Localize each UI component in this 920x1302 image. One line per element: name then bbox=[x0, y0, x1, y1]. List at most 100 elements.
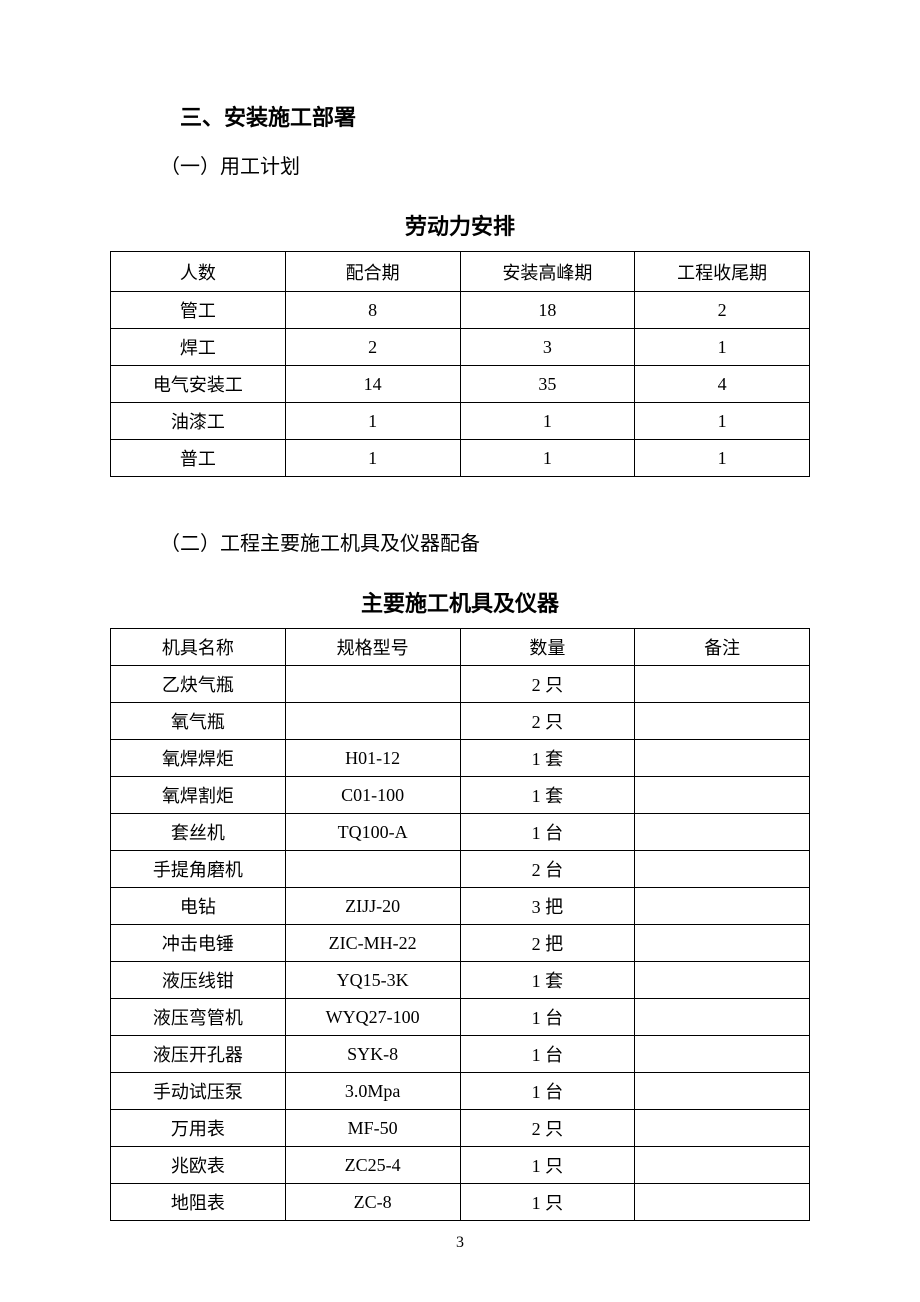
table-cell: 1 bbox=[635, 440, 810, 477]
table-cell: 液压线钳 bbox=[111, 962, 286, 999]
table-cell: 1 只 bbox=[460, 1147, 635, 1184]
table-cell bbox=[635, 1184, 810, 1221]
table-cell: 1 只 bbox=[460, 1184, 635, 1221]
table-row: 管工8182 bbox=[111, 292, 810, 329]
table-header-cell: 安装高峰期 bbox=[460, 252, 635, 292]
table-row: 地阻表ZC-81 只 bbox=[111, 1184, 810, 1221]
table-cell: 2 把 bbox=[460, 925, 635, 962]
table-cell: H01-12 bbox=[285, 740, 460, 777]
table-cell: 1 bbox=[635, 403, 810, 440]
table-cell: 液压开孔器 bbox=[111, 1036, 286, 1073]
table-header-row: 人数 配合期 安装高峰期 工程收尾期 bbox=[111, 252, 810, 292]
table-cell: 液压弯管机 bbox=[111, 999, 286, 1036]
table-cell: 1 台 bbox=[460, 1073, 635, 1110]
table-cell bbox=[635, 703, 810, 740]
table-body: 管工8182焊工231电气安装工14354油漆工111普工111 bbox=[111, 292, 810, 477]
table-cell bbox=[635, 740, 810, 777]
table-cell: 油漆工 bbox=[111, 403, 286, 440]
table-cell bbox=[635, 777, 810, 814]
table-cell: 1 台 bbox=[460, 814, 635, 851]
table-cell: 氧焊割炬 bbox=[111, 777, 286, 814]
table-cell: SYK-8 bbox=[285, 1036, 460, 1073]
labor-table: 人数 配合期 安装高峰期 工程收尾期 管工8182焊工231电气安装工14354… bbox=[110, 251, 810, 477]
table-cell: 手提角磨机 bbox=[111, 851, 286, 888]
table-row: 冲击电锤ZIC-MH-222 把 bbox=[111, 925, 810, 962]
table-cell bbox=[635, 814, 810, 851]
equipment-table: 机具名称 规格型号 数量 备注 乙炔气瓶2 只氧气瓶2 只氧焊焊炬H01-121… bbox=[110, 628, 810, 1221]
table-row: 液压弯管机WYQ27-1001 台 bbox=[111, 999, 810, 1036]
table-cell bbox=[285, 666, 460, 703]
table-cell: 管工 bbox=[111, 292, 286, 329]
table-cell: ZC-8 bbox=[285, 1184, 460, 1221]
table-cell: 氧焊焊炬 bbox=[111, 740, 286, 777]
page-number: 3 bbox=[456, 1234, 464, 1252]
table-cell: 氧气瓶 bbox=[111, 703, 286, 740]
table-cell: 4 bbox=[635, 366, 810, 403]
table-cell bbox=[635, 962, 810, 999]
table-cell: 8 bbox=[285, 292, 460, 329]
table-title-2: 主要施工机具及仪器 bbox=[110, 586, 810, 618]
table-row: 普工111 bbox=[111, 440, 810, 477]
table-cell: 乙炔气瓶 bbox=[111, 666, 286, 703]
table-cell: 1 套 bbox=[460, 777, 635, 814]
table-header-cell: 配合期 bbox=[285, 252, 460, 292]
table-cell: 1 bbox=[285, 440, 460, 477]
table-cell: 3 bbox=[460, 329, 635, 366]
table-cell: 2 只 bbox=[460, 666, 635, 703]
table-header-cell: 工程收尾期 bbox=[635, 252, 810, 292]
table-cell: TQ100-A bbox=[285, 814, 460, 851]
table-row: 手提角磨机 2 台 bbox=[111, 851, 810, 888]
table-row: 液压开孔器SYK-81 台 bbox=[111, 1036, 810, 1073]
table-header-cell: 人数 bbox=[111, 252, 286, 292]
table-cell: 普工 bbox=[111, 440, 286, 477]
subsection-heading-2: （二）工程主要施工机具及仪器配备 bbox=[160, 527, 810, 556]
table-cell bbox=[635, 1073, 810, 1110]
table-header-cell: 规格型号 bbox=[285, 629, 460, 666]
table-cell: 1 台 bbox=[460, 1036, 635, 1073]
table-cell: 1 台 bbox=[460, 999, 635, 1036]
table-cell bbox=[285, 851, 460, 888]
table-cell: 地阻表 bbox=[111, 1184, 286, 1221]
table-cell: 1 bbox=[460, 440, 635, 477]
table-cell: 1 bbox=[460, 403, 635, 440]
table-row: 万用表MF-502 只 bbox=[111, 1110, 810, 1147]
table-cell: ZIJJ-20 bbox=[285, 888, 460, 925]
table-cell: 1 套 bbox=[460, 740, 635, 777]
table-row: 套丝机TQ100-A1 台 bbox=[111, 814, 810, 851]
table-cell: 2 台 bbox=[460, 851, 635, 888]
table-header-cell: 数量 bbox=[460, 629, 635, 666]
table-row: 乙炔气瓶 2 只 bbox=[111, 666, 810, 703]
table-cell: 1 bbox=[285, 403, 460, 440]
table-cell bbox=[635, 666, 810, 703]
table-cell bbox=[635, 1036, 810, 1073]
table-cell: 35 bbox=[460, 366, 635, 403]
table-cell: C01-100 bbox=[285, 777, 460, 814]
table-cell: 2 bbox=[285, 329, 460, 366]
table-cell: 3.0Mpa bbox=[285, 1073, 460, 1110]
table-row: 电气安装工14354 bbox=[111, 366, 810, 403]
table-body: 乙炔气瓶2 只氧气瓶2 只氧焊焊炬H01-121 套氧焊割炬C01-1001 套… bbox=[111, 666, 810, 1221]
table-row: 电钻ZIJJ-203 把 bbox=[111, 888, 810, 925]
table-cell: 18 bbox=[460, 292, 635, 329]
table-cell bbox=[285, 703, 460, 740]
table-cell: 1 bbox=[635, 329, 810, 366]
table-header-row: 机具名称 规格型号 数量 备注 bbox=[111, 629, 810, 666]
table-header-cell: 机具名称 bbox=[111, 629, 286, 666]
table-cell: 1 套 bbox=[460, 962, 635, 999]
table-cell: 2 只 bbox=[460, 703, 635, 740]
table-row: 焊工231 bbox=[111, 329, 810, 366]
table-cell: YQ15-3K bbox=[285, 962, 460, 999]
table-cell: 2 只 bbox=[460, 1110, 635, 1147]
table-row: 兆欧表ZC25-41 只 bbox=[111, 1147, 810, 1184]
table-cell: 兆欧表 bbox=[111, 1147, 286, 1184]
table-cell bbox=[635, 1110, 810, 1147]
table-cell: 2 bbox=[635, 292, 810, 329]
table-row: 氧焊焊炬H01-121 套 bbox=[111, 740, 810, 777]
table-cell bbox=[635, 851, 810, 888]
table-cell: MF-50 bbox=[285, 1110, 460, 1147]
subsection-heading-1: （一）用工计划 bbox=[160, 150, 810, 179]
table-cell: 焊工 bbox=[111, 329, 286, 366]
table-row: 液压线钳YQ15-3K1 套 bbox=[111, 962, 810, 999]
table-cell bbox=[635, 1147, 810, 1184]
table-cell bbox=[635, 925, 810, 962]
